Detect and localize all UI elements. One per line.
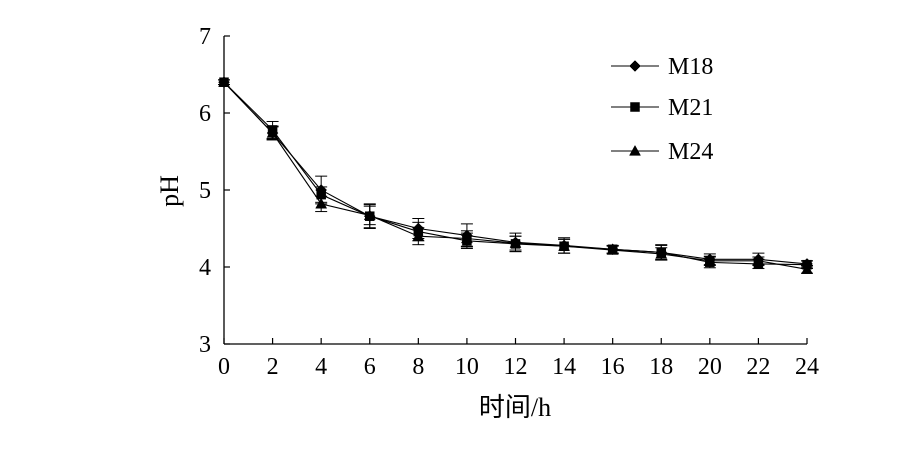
y-tick-label: 3 [199, 332, 211, 358]
triangle-marker [752, 254, 765, 266]
triangle-marker [363, 209, 376, 221]
legend-label: M21 [668, 95, 713, 121]
x-tick-label: 8 [412, 354, 424, 380]
diamond-marker [629, 60, 641, 72]
triangle-marker [412, 230, 425, 241]
triangle-marker [629, 144, 641, 156]
x-tick-label: 24 [795, 354, 819, 380]
x-tick-label: 16 [601, 354, 625, 380]
plot-area [218, 76, 813, 274]
legend: M18 M21 M24 [611, 54, 713, 165]
triangle-marker [460, 232, 473, 244]
y-tick-label: 7 [199, 24, 211, 50]
y-tick-label: 6 [199, 101, 211, 127]
x-tick-label: 18 [649, 354, 673, 380]
x-axis-label: 时间/h [479, 393, 551, 422]
x-tick-label: 14 [552, 354, 576, 380]
triangle-marker [509, 237, 522, 248]
legend-label: M18 [668, 54, 713, 80]
triangle-marker [558, 240, 571, 251]
x-tick-label: 2 [267, 354, 279, 380]
legend-item-M18: M18 [611, 54, 713, 80]
square-marker [630, 102, 640, 112]
triangle-marker [218, 76, 230, 87]
x-axis-ticks: 0 2 4 6 8 10 12 14 16 18 20 22 24 [218, 338, 819, 380]
x-tick-label: 10 [455, 354, 479, 380]
legend-label: M24 [668, 139, 713, 165]
x-tick-label: 22 [746, 354, 770, 380]
triangle-marker [315, 197, 328, 209]
x-tick-label: 4 [315, 354, 327, 380]
x-tick-label: 6 [364, 354, 376, 380]
triangle-marker [703, 254, 716, 266]
triangle-marker [801, 263, 813, 274]
series-M24 [218, 76, 813, 274]
triangle-marker [266, 127, 279, 138]
y-axis-ticks: 3 4 5 6 7 [199, 24, 230, 358]
y-tick-label: 5 [199, 178, 211, 204]
legend-item-M21: M21 [611, 95, 713, 121]
triangle-marker [606, 244, 619, 255]
x-tick-label: 20 [698, 354, 722, 380]
y-axis-label: pH [155, 175, 184, 207]
x-tick-label: 0 [218, 354, 230, 380]
x-tick-label: 12 [504, 354, 528, 380]
legend-item-M24: M24 [611, 139, 713, 165]
triangle-marker [655, 247, 668, 259]
y-tick-label: 4 [199, 255, 211, 281]
